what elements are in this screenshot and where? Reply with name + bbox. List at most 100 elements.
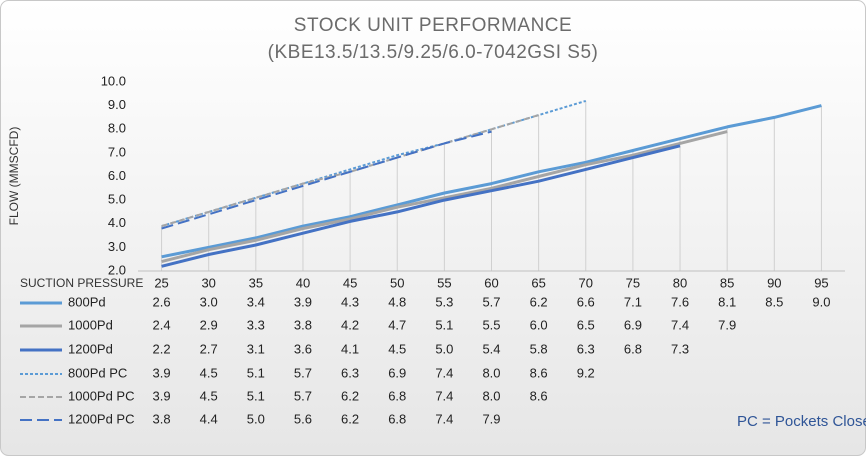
annotation: PC = Pockets Closed: [737, 413, 866, 430]
table-cell: 6.9: [624, 317, 642, 332]
table-cell: 8.6: [530, 365, 548, 380]
x-tick-label: 35: [249, 275, 263, 290]
table-cell: 5.7: [482, 294, 500, 309]
series-line: [161, 130, 728, 264]
table-cell: 7.9: [718, 317, 736, 332]
table-cell: 4.1: [341, 341, 359, 356]
table-cell: 5.7: [294, 365, 312, 380]
table-cell: 3.1: [247, 341, 265, 356]
x-tick-label: 60: [484, 275, 498, 290]
x-tick-label: 80: [673, 275, 687, 290]
x-tick-label: 85: [720, 275, 734, 290]
table-cell: 7.1: [624, 294, 642, 309]
table-cell: 6.6: [577, 294, 595, 309]
table-cell: 5.6: [294, 411, 312, 426]
legend-label: 1000Pd PC: [68, 388, 135, 403]
x-tick-label: 95: [814, 275, 828, 290]
table-cell: 9.2: [577, 365, 595, 380]
x-tick-label: 65: [531, 275, 545, 290]
table-cell: 6.8: [388, 411, 406, 426]
table-cell: 2.4: [153, 317, 171, 332]
table-cell: 6.3: [341, 365, 359, 380]
table-cell: 6.3: [577, 341, 595, 356]
table-cell: 7.4: [435, 365, 453, 380]
table-cell: 4.8: [388, 294, 406, 309]
table-cell: 6.5: [577, 317, 595, 332]
table-cell: 2.2: [153, 341, 171, 356]
table-cell: 5.0: [247, 411, 265, 426]
legend-label: 1200Pd: [68, 341, 113, 356]
table-cell: 5.0: [435, 341, 453, 356]
legend-label: 800Pd: [68, 294, 106, 309]
chart-title: STOCK UNIT PERFORMANCE: [294, 15, 572, 36]
x-tick-label: 75: [626, 275, 640, 290]
y-tick-label: 6.0: [108, 168, 126, 183]
table-cell: 4.5: [388, 341, 406, 356]
x-tick-label: 45: [343, 275, 357, 290]
x-tick-label: 30: [201, 275, 215, 290]
legend-label: 1000Pd: [68, 317, 113, 332]
table-cell: 4.7: [388, 317, 406, 332]
series-line: [161, 99, 587, 228]
table-cell: 3.9: [153, 365, 171, 380]
table-cell: 8.1: [718, 294, 736, 309]
table-cell: 5.8: [530, 341, 548, 356]
series-line: [161, 114, 539, 228]
table-cell: 5.1: [435, 317, 453, 332]
table-cell: 5.1: [247, 365, 265, 380]
table-cell: 4.2: [341, 317, 359, 332]
x-tick-label: 90: [767, 275, 781, 290]
table-cell: 5.4: [482, 341, 500, 356]
table-cell: 6.2: [530, 294, 548, 309]
table-cell: 2.9: [200, 317, 218, 332]
y-tick-label: 7.0: [108, 144, 126, 159]
table-cell: 3.8: [294, 317, 312, 332]
y-tick-label: 8.0: [108, 121, 126, 136]
y-tick-label: 3.0: [108, 239, 126, 254]
x-tick-label: 70: [579, 275, 593, 290]
table-cell: 6.8: [388, 388, 406, 403]
legend-label: 800Pd PC: [68, 365, 127, 380]
y-tick-label: 2.0: [108, 262, 126, 277]
table-cell: 6.0: [530, 317, 548, 332]
table-cell: 9.0: [812, 294, 830, 309]
table-cell: 8.0: [482, 388, 500, 403]
table-cell: 7.9: [482, 411, 500, 426]
table-cell: 5.7: [294, 388, 312, 403]
table-cell: 6.9: [388, 365, 406, 380]
y-tick-label: 9.0: [108, 97, 126, 112]
chart-subtitle: (KBE13.5/13.5/9.25/6.0-7042GSI S5): [268, 42, 599, 63]
table-cell: 2.7: [200, 341, 218, 356]
table-cell: 7.4: [435, 411, 453, 426]
x-tick-label: 55: [437, 275, 451, 290]
y-tick-label: 5.0: [108, 192, 126, 207]
series-line: [161, 144, 681, 268]
x-axis-label: SUCTION PRESSURE: [20, 276, 143, 290]
table-cell: 8.6: [530, 388, 548, 403]
y-tick-label: 10.0: [101, 73, 126, 88]
table-cell: 7.4: [435, 388, 453, 403]
table-cell: 6.2: [341, 388, 359, 403]
x-tick-label: 50: [390, 275, 404, 290]
y-axis-label: FLOW (MMSCFD): [7, 127, 21, 226]
table-cell: 3.8: [153, 411, 171, 426]
table-cell: 5.1: [247, 388, 265, 403]
table-cell: 6.8: [624, 341, 642, 356]
table-cell: 6.2: [341, 411, 359, 426]
x-tick-label: 25: [154, 275, 168, 290]
legend-label: 1200Pd PC: [68, 411, 135, 426]
table-cell: 8.5: [765, 294, 783, 309]
table-cell: 4.5: [200, 365, 218, 380]
table-cell: 4.4: [200, 411, 218, 426]
table-cell: 7.4: [671, 317, 689, 332]
table-cell: 3.9: [153, 388, 171, 403]
table-cell: 2.6: [153, 294, 171, 309]
y-tick-label: 4.0: [108, 215, 126, 230]
table-cell: 7.3: [671, 341, 689, 356]
series-line: [161, 130, 492, 230]
table-cell: 3.0: [200, 294, 218, 309]
table-cell: 5.5: [482, 317, 500, 332]
